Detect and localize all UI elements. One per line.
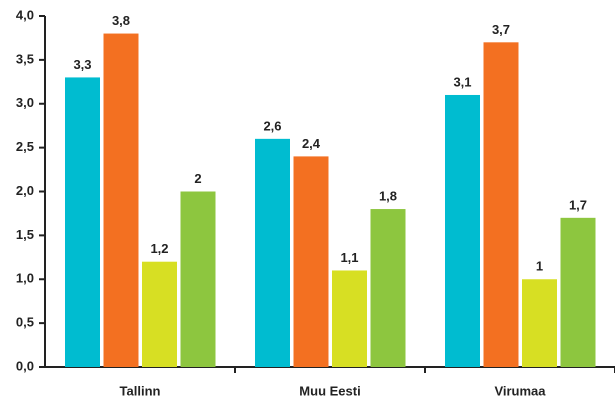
value-label: 1,1 [340,250,358,265]
value-label: 2,6 [263,118,281,133]
bar [65,77,100,368]
x-tick-label: Tallinn [120,383,161,398]
value-label: 2 [194,171,201,186]
value-label: 2,4 [302,136,321,151]
y-tick-label: 1,0 [16,271,34,286]
bar [142,261,177,367]
value-label: 3,1 [453,74,471,89]
bar [180,191,216,367]
bar [255,138,290,367]
y-tick-label: 0,0 [16,358,34,373]
value-label: 1 [536,259,543,274]
bar [445,94,480,367]
value-label: 3,8 [112,13,130,28]
y-tick-label: 0,5 [16,315,34,330]
bar [293,156,329,367]
value-label: 1,8 [379,188,397,203]
bar [483,42,519,367]
bar [370,209,406,367]
value-label: 1,2 [150,241,168,256]
bar [522,279,557,367]
y-tick-label: 3,0 [16,95,34,110]
bar [332,270,367,367]
x-tick-label: Virumaa [494,383,546,398]
x-tick-label: Muu Eesti [299,383,360,398]
y-tick-label: 2,5 [16,139,34,154]
y-tick-label: 2,0 [16,183,34,198]
bar [103,33,139,368]
value-label: 3,7 [492,22,510,37]
value-label: 1,7 [569,197,587,212]
y-tick-label: 4,0 [16,7,34,22]
bar [560,217,596,367]
value-label: 3,3 [73,57,91,72]
y-tick-label: 1,5 [16,227,34,242]
y-tick-label: 3,5 [16,51,34,66]
